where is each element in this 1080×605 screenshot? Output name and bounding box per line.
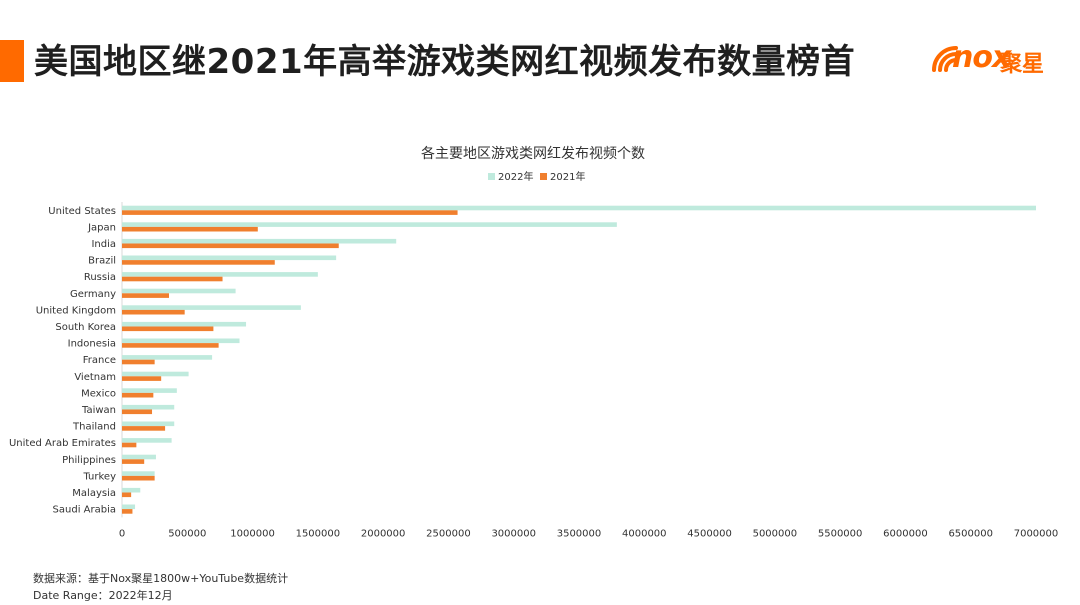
x-tick-label: 1500000 (296, 528, 341, 539)
bar-2021 (122, 343, 219, 348)
bar-2022 (122, 272, 318, 277)
bar-2021 (122, 276, 223, 282)
category-label: Taiwan (81, 405, 116, 416)
signal-icon (932, 46, 958, 72)
x-tick-label: 6500000 (948, 528, 993, 539)
x-tick-label: 3000000 (491, 528, 536, 539)
logo-latin: nox (952, 40, 1011, 75)
chart-legend: 2022年 2021年 (488, 170, 585, 183)
legend-swatch (488, 173, 495, 180)
legend-swatch (540, 173, 547, 180)
category-label: Vietnam (74, 372, 116, 383)
x-tick-label: 3500000 (557, 528, 602, 539)
category-label: Thailand (72, 422, 116, 433)
bar-2021 (122, 475, 155, 481)
bar-2022 (122, 404, 175, 410)
x-tick-label: 6000000 (883, 528, 928, 539)
category-label: Malaysia (72, 488, 116, 499)
category-label: Turkey (82, 471, 116, 482)
bar-2021 (122, 376, 162, 381)
bar-2021 (122, 243, 339, 249)
logo-cn: 聚星 (1000, 52, 1045, 77)
bar-2022 (122, 371, 189, 377)
bar-2022 (122, 388, 177, 393)
category-label: Russia (84, 272, 116, 283)
bar-2021 (122, 459, 145, 464)
bar-2022 (122, 238, 397, 244)
category-label: Mexico (81, 388, 116, 399)
bar-2022 (122, 288, 236, 294)
x-tick-label: 1000000 (230, 528, 275, 539)
title-accent-bar (0, 40, 24, 82)
bar-2022 (122, 438, 172, 443)
bar-2021 (122, 293, 170, 298)
bar-2022 (122, 222, 617, 227)
category-label: Saudi Arabia (53, 505, 116, 516)
category-label: South Korea (55, 322, 116, 333)
chart-title: 各主要地区游戏类网红发布视频个数 (421, 146, 645, 162)
category-label: India (91, 239, 116, 250)
category-label: France (83, 355, 116, 366)
legend-label: 2022年 (498, 170, 533, 183)
category-label: Japan (87, 222, 116, 233)
x-tick-label: 2000000 (361, 528, 406, 539)
category-label: Germany (70, 289, 116, 300)
bar-2022 (122, 454, 156, 460)
bar-2022 (122, 504, 136, 510)
category-label: United States (48, 206, 116, 217)
date-range-note: Date Range：2022年12月 (33, 589, 173, 602)
x-tick-label: 4500000 (687, 528, 732, 539)
bar-2022 (122, 487, 141, 493)
x-tick-label: 5000000 (753, 528, 798, 539)
category-label: Brazil (88, 256, 116, 267)
bar-2021 (122, 509, 133, 514)
bar-2022 (122, 421, 175, 427)
category-label: United Arab Emirates (9, 438, 116, 449)
x-tick-label: 500000 (168, 528, 206, 539)
x-tick-label: 4000000 (622, 528, 667, 539)
bar-2021 (122, 426, 166, 431)
bar-2021 (122, 442, 137, 448)
category-label: United Kingdom (36, 305, 116, 316)
page-title: 美国地区继2021年高举游戏类网红视频发布数量榜首 (34, 42, 856, 82)
bar-2021 (122, 326, 214, 332)
bar-2022 (122, 471, 155, 476)
x-tick-label: 2500000 (426, 528, 471, 539)
bar-2021 (122, 210, 458, 215)
x-tick-label: 7000000 (1014, 528, 1059, 539)
category-label: Philippines (62, 455, 116, 466)
bar-2022 (122, 255, 337, 261)
legend-label: 2021年 (550, 170, 585, 183)
data-source-note: 数据来源：基于Nox聚星1800w+YouTube数据统计 (33, 572, 289, 585)
bar-2021 (122, 309, 185, 315)
bar-2021 (122, 492, 132, 498)
bar-2021 (122, 359, 155, 365)
chart-bars (121, 202, 1036, 518)
bar-2022 (122, 205, 1036, 211)
bar-2021 (122, 392, 154, 398)
bar-2022 (122, 305, 301, 310)
category-label: Indonesia (68, 339, 116, 350)
bar-2021 (122, 409, 153, 415)
bar-2021 (122, 226, 258, 232)
nox-logo: nox 聚星 (930, 38, 1060, 82)
category-labels: United States Japan India Brazil Russia Germa… (9, 206, 116, 516)
bar-2022 (122, 338, 240, 344)
bar-2022 (122, 321, 247, 327)
bar-2021 (122, 260, 275, 265)
x-axis-ticks: 0 500000 1000000 1500000 2000000 2500000 30000… (119, 528, 1058, 539)
x-tick-label: 0 (119, 528, 125, 539)
x-tick-label: 5500000 (818, 528, 863, 539)
bar-2022 (122, 355, 213, 360)
